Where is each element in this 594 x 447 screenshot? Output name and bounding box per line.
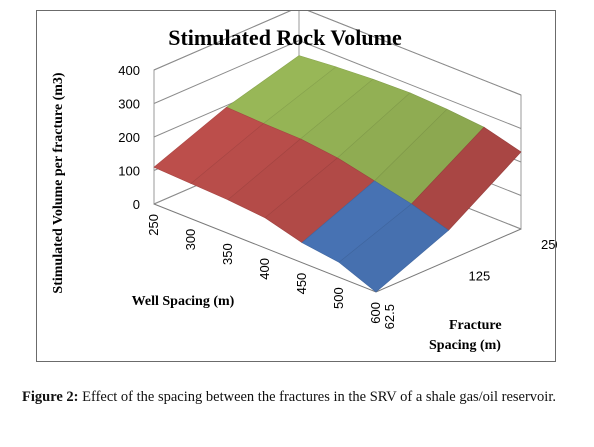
z-tick-label: 100 <box>118 164 140 179</box>
fracture-spacing-ticks: 62.5 125 250 <box>382 237 557 329</box>
well-spacing-tick-label: 450 <box>294 273 309 295</box>
gridline <box>153 39 522 129</box>
z-tick-label: 0 <box>133 197 140 212</box>
y-axis-title: Fracture Spacing (m) <box>429 318 502 353</box>
fracture-spacing-tick-label: 125 <box>469 269 491 284</box>
well-spacing-tick-label: 350 <box>220 243 235 265</box>
z-tick-label: 200 <box>118 130 140 145</box>
well-spacing-tick-label: 500 <box>331 287 346 309</box>
chart-frame: 0 100 200 300 400 250 300 350 400 450 500 600 62.5… <box>36 10 557 362</box>
chart-title: Stimulated Rock Volume <box>168 25 402 50</box>
figure-caption: Figure 2: Effect of the spacing between … <box>22 386 582 408</box>
caption-text: Effect of the spacing between the fractu… <box>78 389 556 405</box>
z-axis-ticks: 0 100 200 300 400 <box>118 63 140 212</box>
well-spacing-tick-label: 600 <box>368 302 383 324</box>
well-spacing-ticks: 250 300 350 400 450 500 600 <box>146 214 383 324</box>
surface-cell <box>338 203 449 293</box>
z-tick-label: 400 <box>118 63 140 78</box>
fracture-spacing-tick-label: 250 <box>541 237 557 252</box>
x-axis-title: Well Spacing (m) <box>132 294 235 309</box>
gridline <box>153 11 522 96</box>
fracture-spacing-tick-label: 62.5 <box>382 304 397 329</box>
z-axis-title: Stimulated Volume per fracture (m3) <box>51 72 66 293</box>
caption-label: Figure 2: <box>22 389 79 405</box>
surface-chart: 0 100 200 300 400 250 300 350 400 450 500 600 62.5… <box>51 11 557 353</box>
well-spacing-tick-label: 250 <box>146 214 161 236</box>
well-spacing-tick-label: 400 <box>257 258 272 280</box>
z-tick-label: 300 <box>118 97 140 112</box>
surface-plot <box>153 55 522 293</box>
well-spacing-tick-label: 300 <box>183 229 198 251</box>
